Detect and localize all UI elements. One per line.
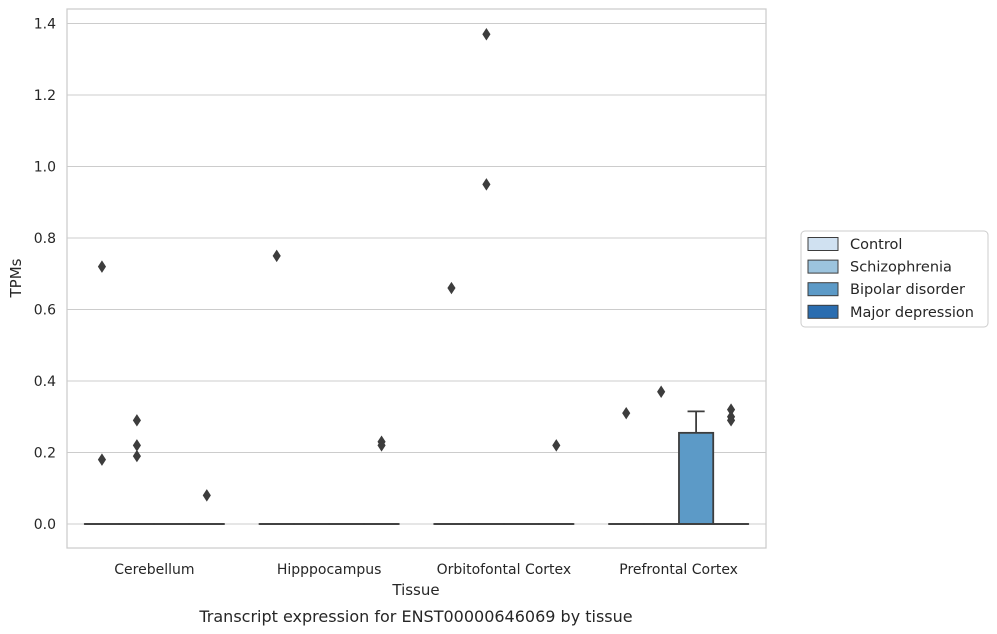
legend-swatch <box>807 237 839 251</box>
legend: Control Schizophrenia Bipolar disorder Majo… <box>800 230 989 328</box>
legend-label: Control <box>850 237 902 253</box>
x-tick-label: Cerebellum <box>114 562 194 578</box>
box-schizophrenia <box>118 414 155 525</box>
y-tick-label: 0.0 <box>34 517 56 533</box>
box-major-depression <box>713 403 750 525</box>
box-bipolar-disorder <box>678 410 715 525</box>
y-axis-label: TPMs <box>7 258 25 298</box>
box-body <box>678 431 715 525</box>
box-control <box>433 281 470 525</box>
y-tick-label: 1.0 <box>34 160 56 176</box>
outlier-point <box>726 414 736 427</box>
y-tick-label: 0.4 <box>34 374 56 390</box>
outlier-point <box>377 439 386 452</box>
outlier-point <box>132 449 141 463</box>
outlier-point <box>132 439 141 452</box>
outlier-point <box>202 489 211 502</box>
box-control <box>83 260 120 525</box>
outlier-point <box>132 414 141 427</box>
grid-lines <box>67 22 766 525</box>
outlier-point <box>447 281 456 295</box>
box-schizophrenia <box>643 385 680 525</box>
legend-swatch <box>807 259 839 274</box>
legend-label: Schizophrenia <box>850 260 952 276</box>
y-tick-label: 0.6 <box>34 303 56 319</box>
outlier-point <box>552 439 561 452</box>
outlier-point <box>97 260 107 273</box>
legend-label: Bipolar disorder <box>850 282 965 298</box>
box-schizophrenia <box>468 27 505 525</box>
outlier-point <box>622 406 631 420</box>
box-control <box>608 406 645 525</box>
x-tick-label: Hipppocampus <box>277 562 382 578</box>
y-tick-label: 1.4 <box>34 17 56 33</box>
box-layer <box>83 27 750 525</box>
tick-labels: 0.0 0.2 0.4 0.6 0.8 1.0 1.2 1.4 Cerebellum Hipppo… <box>34 17 738 579</box>
box-control <box>258 249 295 525</box>
box-major-depression <box>538 439 575 525</box>
x-axis-label: Tissue <box>391 581 439 599</box>
outlier-point <box>97 453 107 466</box>
outlier-point <box>657 385 666 398</box>
legend-swatch <box>807 282 839 297</box>
outlier-point <box>272 249 281 263</box>
x-tick-label: Prefrontal Cortex <box>619 562 738 578</box>
x-tick-label: Orbitofontal Cortex <box>437 562 572 578</box>
plot-frame <box>66 8 767 549</box>
outlier-point <box>482 27 491 41</box>
box-major-depression <box>188 489 225 525</box>
y-tick-label: 0.8 <box>34 231 56 247</box>
legend-frame <box>800 230 989 328</box>
legend-label: Major depression <box>850 305 974 321</box>
legend-swatch <box>807 304 839 319</box>
y-tick-label: 0.2 <box>34 446 56 462</box>
chart-caption: Transcript expression for ENST0000064606… <box>198 607 632 626</box>
outlier-point <box>482 178 491 191</box>
y-tick-label: 1.2 <box>34 88 56 104</box>
box-major-depression <box>363 435 400 525</box>
